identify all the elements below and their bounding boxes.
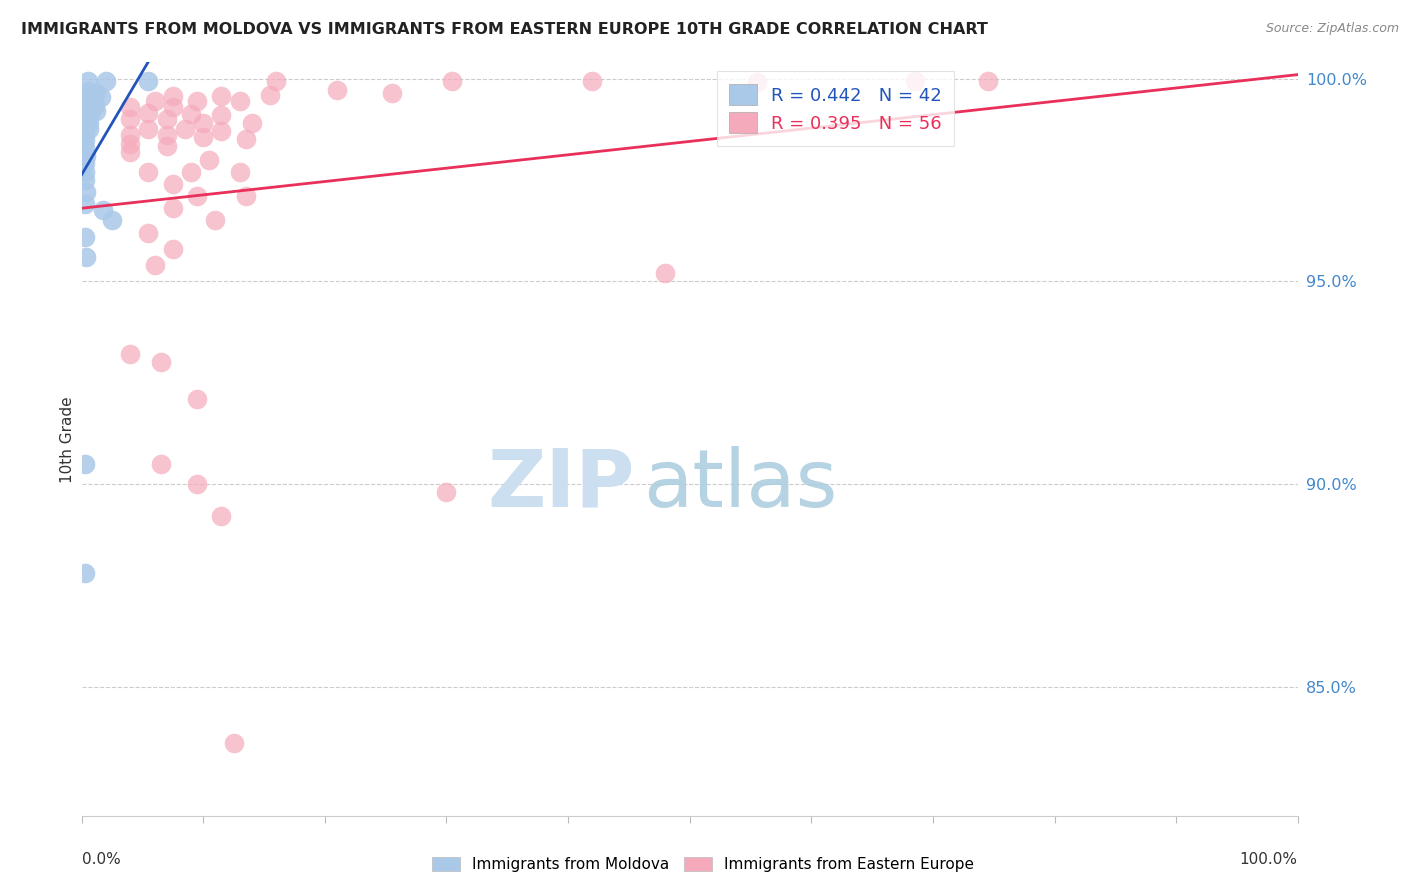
Point <box>120 112 142 127</box>
Point <box>143 258 166 272</box>
Point <box>235 189 257 203</box>
Point <box>94 73 117 87</box>
Point <box>162 88 184 103</box>
Point <box>75 165 97 179</box>
Point <box>75 95 97 110</box>
Point <box>441 73 464 87</box>
Point <box>186 476 208 491</box>
Point <box>75 229 97 244</box>
Text: 0.0%: 0.0% <box>82 853 121 867</box>
Point <box>75 566 97 580</box>
Point <box>75 185 97 199</box>
Point <box>240 116 263 130</box>
Point <box>264 73 287 87</box>
Point <box>120 128 142 143</box>
Point <box>75 133 97 147</box>
Point <box>654 266 676 280</box>
Point <box>186 189 208 203</box>
Point <box>77 122 100 136</box>
Point <box>326 83 349 97</box>
Point <box>75 120 97 135</box>
Point <box>93 203 115 218</box>
Point <box>143 94 166 108</box>
Point <box>904 73 927 87</box>
Point <box>75 148 97 162</box>
Point <box>75 173 97 187</box>
Point <box>204 213 226 227</box>
Point <box>186 94 208 108</box>
Point <box>209 124 232 138</box>
Point <box>138 74 160 88</box>
Point <box>120 100 142 114</box>
Point <box>75 140 97 154</box>
Point <box>75 114 97 128</box>
Point <box>162 242 184 256</box>
Point <box>120 137 142 152</box>
Point <box>156 112 179 127</box>
Point <box>77 84 100 98</box>
Point <box>120 347 142 361</box>
Point <box>228 94 250 108</box>
Point <box>149 355 172 369</box>
Point <box>436 485 458 500</box>
Point <box>581 73 603 87</box>
Point <box>84 104 107 119</box>
Point <box>77 116 100 130</box>
Point <box>75 155 97 169</box>
Point <box>82 90 104 104</box>
Point <box>84 98 107 112</box>
Point <box>209 509 232 524</box>
Point <box>191 116 215 130</box>
Point <box>174 122 197 136</box>
Point <box>138 165 160 179</box>
Text: ZIP: ZIP <box>488 445 636 524</box>
Point <box>745 75 768 89</box>
Point <box>90 90 112 104</box>
Point <box>209 88 232 103</box>
Point <box>79 108 101 122</box>
Point <box>156 138 179 153</box>
Point <box>162 177 184 191</box>
Point <box>235 132 257 146</box>
Point <box>186 392 208 406</box>
Point <box>180 165 202 179</box>
Point <box>79 102 101 116</box>
Point <box>75 90 97 104</box>
Point <box>84 86 107 100</box>
Point <box>156 128 179 143</box>
Y-axis label: 10th Grade: 10th Grade <box>59 396 75 483</box>
Point <box>120 145 142 159</box>
Text: 100.0%: 100.0% <box>1240 853 1298 867</box>
Legend: Immigrants from Moldova, Immigrants from Eastern Europe: Immigrants from Moldova, Immigrants from… <box>425 849 981 880</box>
Point <box>149 457 172 471</box>
Point <box>138 226 160 240</box>
Point <box>259 87 281 102</box>
Legend: R = 0.442   N = 42, R = 0.395   N = 56: R = 0.442 N = 42, R = 0.395 N = 56 <box>717 71 955 145</box>
Point <box>381 86 404 100</box>
Point <box>222 736 245 750</box>
Point <box>209 108 232 122</box>
Point <box>75 457 97 471</box>
Text: atlas: atlas <box>644 445 838 524</box>
Point <box>198 153 221 167</box>
Point <box>976 74 998 88</box>
Point <box>75 100 97 114</box>
Point <box>75 250 97 264</box>
Point <box>75 127 97 141</box>
Point <box>191 130 215 145</box>
Point <box>75 108 97 122</box>
Point <box>228 165 250 179</box>
Point <box>76 73 98 87</box>
Point <box>75 197 97 211</box>
Point <box>138 122 160 136</box>
Point <box>138 106 160 120</box>
Point <box>162 202 184 216</box>
Point <box>180 107 202 121</box>
Point <box>79 95 101 110</box>
Text: Source: ZipAtlas.com: Source: ZipAtlas.com <box>1265 22 1399 36</box>
Text: IMMIGRANTS FROM MOLDOVA VS IMMIGRANTS FROM EASTERN EUROPE 10TH GRADE CORRELATION: IMMIGRANTS FROM MOLDOVA VS IMMIGRANTS FR… <box>21 22 988 37</box>
Point <box>101 213 124 227</box>
Point <box>162 100 184 114</box>
